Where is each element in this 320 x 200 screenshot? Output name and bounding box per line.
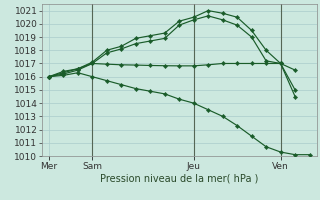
X-axis label: Pression niveau de la mer( hPa ): Pression niveau de la mer( hPa ) [100, 173, 258, 183]
